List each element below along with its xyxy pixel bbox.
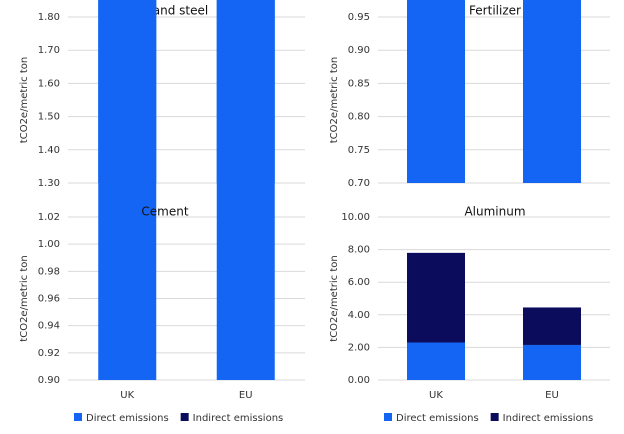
y-tick-label: 1.80: [38, 12, 60, 23]
y-tick-label: 0.90: [348, 45, 370, 56]
bar-segment: [523, 0, 581, 184]
legend-label: Direct emissions: [86, 413, 169, 424]
legend-swatch: [180, 413, 189, 421]
y-axis-label: tCO2e/metric ton: [329, 57, 340, 143]
y-tick-label: 4.00: [348, 310, 370, 321]
legend-label: Indirect emissions: [503, 413, 594, 424]
y-axis-label: tCO2e/metric ton: [19, 255, 30, 341]
bar-segment: [523, 307, 581, 345]
y-tick-label: 10.00: [341, 212, 370, 223]
y-axis-label: tCO2e/metric ton: [329, 255, 340, 341]
y-tick-label: 0.70: [348, 178, 370, 189]
legend-label: Indirect emissions: [193, 413, 284, 424]
y-tick-label: 1.40: [38, 145, 60, 156]
y-tick-label: 0.98: [38, 266, 60, 277]
y-tick-label: 0.00: [348, 375, 370, 386]
chart-title: Aluminum: [464, 205, 525, 219]
y-tick-label: 1.50: [38, 112, 60, 123]
bar-segment: [407, 342, 465, 380]
y-tick-label: 1.30: [38, 178, 60, 189]
bar-segment: [216, 0, 275, 380]
y-tick-label: 2.00: [348, 342, 370, 353]
y-tick-label: 0.94: [38, 321, 60, 332]
y-tick-label: 1.60: [38, 78, 60, 89]
y-tick-label: 0.75: [348, 145, 370, 156]
y-tick-label: 0.85: [348, 78, 370, 89]
chart-title: Cement: [141, 205, 188, 219]
x-tick-label: UK: [429, 390, 443, 401]
legend-label: Direct emissions: [396, 413, 479, 424]
y-tick-label: 0.92: [38, 348, 60, 359]
bar-segment: [98, 0, 157, 380]
x-tick-label: EU: [239, 390, 253, 401]
bar-segment: [407, 0, 465, 183]
x-tick-label: UK: [120, 390, 134, 401]
y-axis-label: tCO2e/metric ton: [19, 57, 30, 143]
legend-swatch: [74, 413, 82, 421]
bar-segment: [523, 344, 581, 380]
y-tick-label: 0.95: [348, 12, 370, 23]
y-tick-label: 1.00: [38, 239, 60, 250]
y-tick-label: 6.00: [348, 277, 370, 288]
y-tick-label: 0.90: [38, 375, 60, 386]
legend-swatch: [384, 413, 392, 421]
bar-segment: [407, 252, 465, 343]
y-tick-label: 0.80: [348, 112, 370, 123]
x-tick-label: EU: [545, 390, 559, 401]
y-tick-label: 1.70: [38, 45, 60, 56]
y-tick-label: 8.00: [348, 245, 370, 256]
chart-title: Fertilizer: [469, 4, 521, 18]
legend-swatch: [490, 413, 499, 421]
y-tick-label: 0.96: [38, 294, 60, 305]
y-tick-label: 1.02: [38, 212, 60, 223]
